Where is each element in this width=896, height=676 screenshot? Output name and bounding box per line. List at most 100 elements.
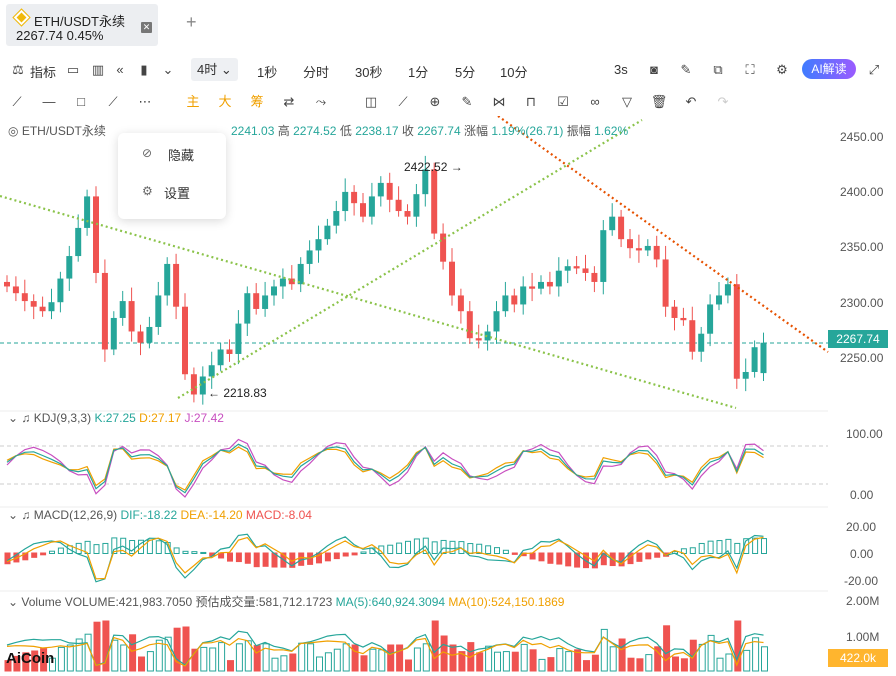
refresh-interval[interactable]: 3s [614,62,628,77]
trendline-lower [0,194,737,410]
close-tab-icon[interactable]: ✕ [141,22,152,33]
candle-body [698,333,705,352]
alert-icon[interactable]: ⤳ [315,94,327,109]
lock-icon[interactable]: ⊓ [525,94,537,109]
high-annotation: 2422.52 → [404,160,463,174]
popout-icon[interactable]: ⧉ [713,62,723,77]
macd-bar [57,547,64,555]
pen-icon[interactable]: ✎ [680,62,692,77]
macd-bar [235,552,242,563]
marker-icon[interactable]: ✎ [461,94,473,109]
candle-body [742,371,749,379]
volume-bar [4,660,12,672]
candle-body [351,191,358,204]
candle-body [164,263,171,296]
briefcase-icon[interactable]: ▭ [66,62,80,77]
volume-bar [324,652,332,672]
filter-icon[interactable]: ▽ [622,94,632,109]
zoom-icon[interactable]: ⊕ [429,94,441,109]
candle-body [235,323,242,354]
edit-icon[interactable]: ☑ [557,94,569,109]
candle-body [324,225,331,240]
replay-icon[interactable]: « [116,62,124,77]
indicator-button[interactable]: 指标 [30,65,57,80]
add-tab-button[interactable]: + [186,12,197,32]
indicator-icon[interactable]: ⚖ [12,62,24,77]
expand-icon[interactable]: ⛶ [745,62,755,77]
brush-tool-icon[interactable]: ⟋ [108,94,118,109]
kdj-j-line [6,438,764,498]
redo-icon[interactable]: ↷ [717,94,729,109]
volume-bar [725,653,733,672]
chart-type-icon[interactable]: ▮ [140,62,148,77]
trendline-rising [177,119,643,399]
chip-button[interactable]: 筹 [250,94,264,109]
gear-icon[interactable]: ⚙ [776,62,788,77]
low-annotation: ← 2218.83 [208,386,267,400]
collapse-icon[interactable]: ⌄ [8,508,19,522]
volume-bar [422,643,430,672]
bell-icon[interactable]: ♫ [21,411,31,425]
magnet-icon[interactable]: ⋈ [492,94,506,109]
link-icon[interactable]: ∞ [590,94,600,109]
volume-legend: ⌄ Volume VOLUME:421,983.7050 预估成交量:581,7… [8,595,565,609]
candle-body [12,286,19,294]
timeframe-30s[interactable]: 30秒 [355,65,383,80]
volume-bar [752,637,760,672]
chart-canvas[interactable] [0,116,896,676]
tab-eth-usdt[interactable]: ETH/USDT永续 2267.74 0.45% ✕ [6,4,158,46]
candle-body [217,349,224,366]
rect-tool-icon[interactable]: □ [77,94,85,109]
main-force-button[interactable]: 主 [186,94,200,109]
settings-menu-item[interactable]: 设置 [164,186,191,201]
candle-body [511,295,518,305]
volume-bar [155,639,163,672]
eye-off-icon: ⊘ [142,146,153,160]
timeframe-1m[interactable]: 1分 [408,65,429,80]
timeframe-10m[interactable]: 10分 [500,65,528,80]
eye-icon[interactable]: ◎ [8,124,19,138]
ruler-icon[interactable]: ⟋ [398,94,408,109]
line-tool-icon[interactable]: ⟋ [12,94,22,109]
ai-interpret-button[interactable]: AI解读 [802,59,856,79]
bookmark-icon[interactable]: ◫ [364,94,378,109]
layout-icon[interactable]: ▥ [91,62,105,77]
volume-bar [280,655,288,672]
collapse-icon[interactable]: ⌄ [8,411,19,425]
ohlc-legend: 2241.03 高 2274.52 低 2238.17 收 2267.74 涨幅… [231,124,629,138]
macd-bar [485,545,492,554]
candle-body [386,182,393,200]
collapse-icon[interactable]: ⌄ [8,595,19,609]
volume-bar [146,651,154,672]
volume-bar [716,657,724,672]
candle-body [288,278,295,285]
more-tools-icon[interactable]: ⋯ [138,94,152,109]
chevron-down-icon[interactable]: ⌄ [162,62,174,77]
volume-bar [360,655,368,672]
candle-body [564,266,571,271]
macd-bar [422,537,429,554]
candle-body [66,256,73,279]
hide-menu-item[interactable]: 隐藏 [168,148,195,163]
timeframe-timeshare[interactable]: 分时 [303,65,330,80]
volume-bar [654,646,662,672]
timeframe-1s[interactable]: 1秒 [257,65,278,80]
undo-icon[interactable]: ↶ [685,94,697,109]
candle-body [110,317,117,350]
big-order-button[interactable]: 大 [218,94,232,109]
trash-icon[interactable]: 🗑 [650,94,668,109]
macd-bar [31,552,38,558]
candle-body [360,203,366,217]
volume-bar [22,652,30,672]
camera-icon[interactable]: ◙ [650,62,658,77]
volume-bar [449,644,457,672]
bell-icon[interactable]: ♫ [21,508,31,522]
timeframe-select[interactable]: 4时 ⌄ [191,58,238,81]
hline-tool-icon[interactable]: — [42,94,56,109]
macd-bar [538,552,545,562]
fullscreen-icon[interactable]: ⤢ [868,62,880,77]
macd-bar [600,552,607,566]
volume-bar [565,651,573,672]
timeframe-5m[interactable]: 5分 [455,65,476,80]
sync-icon[interactable]: ⇄ [283,94,295,109]
